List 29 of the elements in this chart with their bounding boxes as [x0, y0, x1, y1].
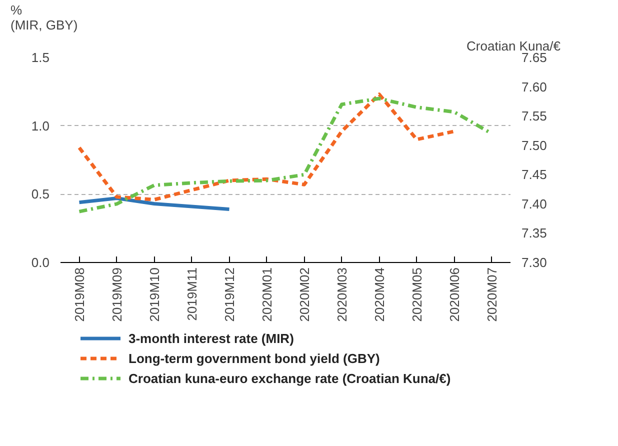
- x-tick-label: 2019M09: [109, 267, 124, 322]
- y-tick-label: 1.5: [31, 50, 50, 65]
- y2-tick-label: 7.40: [522, 196, 547, 212]
- legend-label: Long-term government bond yield (GBY): [128, 351, 380, 366]
- x-tick-label: 2019M08: [72, 267, 87, 322]
- y-tick-label: 1.0: [31, 118, 50, 134]
- y2-tick-label: 7.55: [522, 108, 547, 124]
- y-tick-label: 0.0: [31, 255, 50, 270]
- line-series: [78, 196, 231, 211]
- y2-tick-label: 7.45: [522, 167, 547, 182]
- x-tick-label: 2019M10: [146, 267, 162, 322]
- x-tick-label: 2020M04: [372, 267, 387, 322]
- x-tick-label: 2019M11: [184, 267, 200, 321]
- y-tick-label: 0.5: [31, 186, 50, 202]
- x-tick-label: 2020M07: [484, 267, 500, 322]
- x-tick-label: 2020M06: [446, 267, 462, 322]
- legend-label: Croatian kuna-euro exchange rate (Croatian Kuna/€): [128, 371, 451, 386]
- x-tick-label: 2019M12: [222, 267, 237, 322]
- y2-tick-label: 7.35: [522, 226, 547, 241]
- y2-tick-label: 7.30: [522, 255, 547, 270]
- y-axis-title: % (MIR, GBY): [10, 2, 78, 32]
- x-tick-label: 2020M03: [334, 267, 350, 322]
- x-tick-label: 2020M01: [259, 267, 274, 322]
- y2-tick-label: 7.60: [522, 79, 547, 94]
- line-series: [78, 92, 456, 202]
- y2-tick-label: 7.50: [522, 138, 547, 153]
- x-tick-label: 2020M02: [296, 267, 312, 322]
- legend-label: 3-month interest rate (MIR): [128, 331, 294, 346]
- x-tick-label: 2020M05: [409, 267, 424, 322]
